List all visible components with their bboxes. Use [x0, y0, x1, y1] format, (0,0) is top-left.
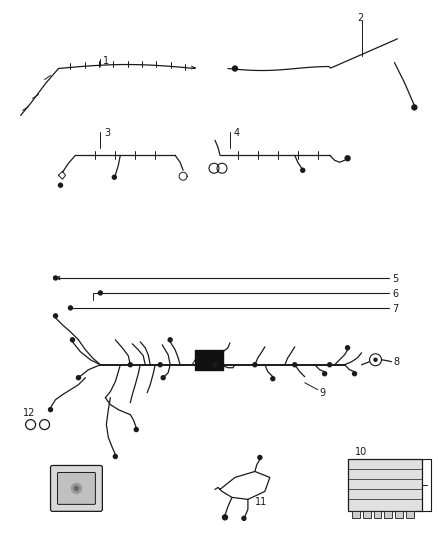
FancyBboxPatch shape [57, 472, 95, 504]
Circle shape [301, 168, 305, 172]
Circle shape [113, 455, 117, 458]
Circle shape [242, 516, 246, 520]
Circle shape [412, 105, 417, 110]
Bar [352, 511, 360, 518]
Bar [348, 459, 422, 511]
Text: 9: 9 [320, 387, 326, 398]
Circle shape [168, 338, 172, 342]
Circle shape [112, 175, 117, 179]
Text: 12: 12 [23, 408, 35, 418]
Circle shape [161, 376, 165, 379]
Circle shape [253, 363, 257, 367]
Circle shape [328, 363, 332, 367]
Circle shape [71, 338, 74, 342]
Circle shape [346, 346, 350, 350]
Circle shape [53, 276, 57, 280]
Circle shape [271, 377, 275, 381]
Text: 11: 11 [255, 497, 267, 507]
Text: 2: 2 [357, 13, 364, 23]
Circle shape [323, 372, 327, 376]
Circle shape [345, 156, 350, 161]
Text: 6: 6 [392, 289, 399, 299]
Bar [374, 511, 381, 518]
Circle shape [258, 456, 262, 459]
Text: 8: 8 [393, 357, 399, 367]
Circle shape [49, 408, 53, 411]
Circle shape [99, 291, 102, 295]
Text: 5: 5 [392, 274, 399, 284]
Bar [396, 511, 403, 518]
Circle shape [53, 314, 57, 318]
Circle shape [134, 427, 138, 432]
Text: 1: 1 [103, 55, 110, 66]
Circle shape [233, 66, 237, 71]
Text: 3: 3 [104, 128, 110, 139]
Bar [195, 350, 223, 370]
Bar [406, 511, 414, 518]
Text: 4: 4 [234, 128, 240, 139]
Circle shape [128, 363, 132, 367]
Bar [385, 511, 392, 518]
Circle shape [158, 363, 162, 367]
Circle shape [293, 363, 297, 367]
Circle shape [374, 358, 377, 361]
Circle shape [223, 515, 227, 520]
Text: 10: 10 [355, 447, 367, 457]
FancyBboxPatch shape [50, 465, 102, 511]
Circle shape [213, 363, 217, 367]
Circle shape [59, 183, 63, 187]
Text: 7: 7 [392, 304, 399, 314]
Circle shape [353, 372, 357, 376]
Circle shape [71, 483, 81, 494]
Circle shape [77, 376, 81, 379]
Circle shape [74, 487, 78, 490]
Circle shape [68, 306, 72, 310]
Bar [363, 511, 371, 518]
